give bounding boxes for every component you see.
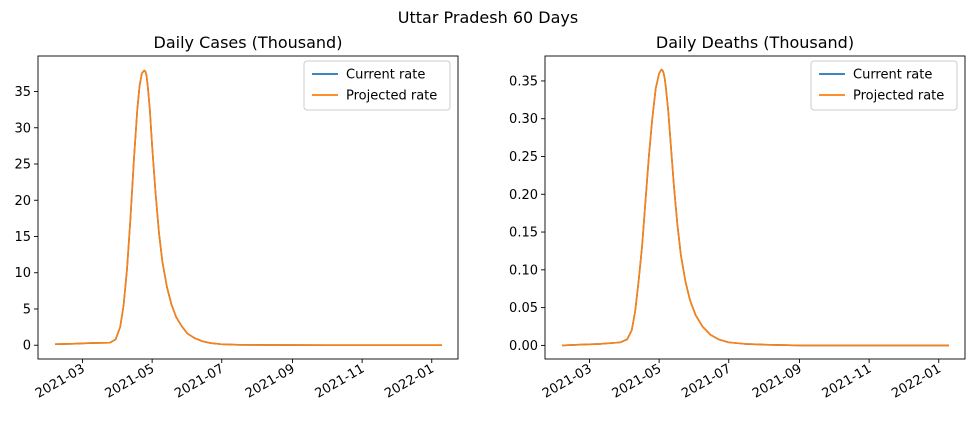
cases-x-tick-label: 2021-05 xyxy=(103,361,158,401)
deaths-x-tick-label: 2021-09 xyxy=(750,361,805,401)
cases-chart-panel: Daily Cases (Thousand) 0 5 10 15 20 25 30 35 2021… xyxy=(14,33,459,402)
cases-y-tick-label: 25 xyxy=(14,158,31,173)
deaths-y-tick-label: 0.30 xyxy=(509,112,538,127)
cases-x-tick-label: 2022-01 xyxy=(382,361,437,401)
deaths-legend-box xyxy=(810,60,958,111)
cases-x-tick-label: 2021-07 xyxy=(172,361,227,401)
cases-series-projected-rate-line xyxy=(55,69,443,347)
deaths-y-tick-label: 0.35 xyxy=(509,74,538,89)
cases-y-tick-label: 0 xyxy=(23,339,31,354)
cases-legend-box xyxy=(303,60,451,111)
cases-chart-title: Daily Cases (Thousand) xyxy=(154,33,343,52)
deaths-axes-frame xyxy=(544,55,966,360)
cases-y-tick-label: 15 xyxy=(14,230,31,245)
cases-legend-label: Current rate xyxy=(346,68,425,83)
deaths-series-current-rate-line xyxy=(562,68,950,347)
cases-y-tick-label: 30 xyxy=(14,121,31,136)
deaths-x-tick-label: 2022-01 xyxy=(889,361,944,401)
deaths-y-tick-label: 0.20 xyxy=(509,188,538,203)
deaths-y-tick-label: 0.00 xyxy=(509,339,538,354)
cases-axes-frame xyxy=(37,55,459,360)
deaths-x-tick-label: 2021-05 xyxy=(610,361,665,401)
cases-legend: Current rate Projected rate xyxy=(303,60,451,111)
cases-y-tick-label: 10 xyxy=(14,266,31,281)
deaths-y-tick-label: 0.15 xyxy=(509,226,538,241)
cases-y-tick-label: 5 xyxy=(23,302,31,317)
cases-legend-label: Projected rate xyxy=(346,89,437,104)
cases-y-tick-label: 20 xyxy=(14,194,31,209)
deaths-x-tick-label: 2021-03 xyxy=(540,361,595,401)
deaths-chart-title: Daily Deaths (Thousand) xyxy=(656,33,854,52)
deaths-chart-panel: Daily Deaths (Thousand) 0.00 0.05 0.10 0.15 0… xyxy=(509,33,966,402)
deaths-legend-label: Projected rate xyxy=(853,89,944,104)
deaths-legend: Current rate Projected rate xyxy=(810,60,958,111)
cases-x-tick-label: 2021-09 xyxy=(243,361,298,401)
cases-x-tick-label: 2021-11 xyxy=(313,361,368,401)
cases-series-current-rate-line xyxy=(55,69,443,347)
deaths-x-tick-label: 2021-07 xyxy=(679,361,734,401)
deaths-x-tick-label: 2021-11 xyxy=(820,361,875,401)
cases-y-tick-label: 35 xyxy=(14,85,31,100)
deaths-legend-label: Current rate xyxy=(853,68,932,83)
deaths-y-tick-label: 0.10 xyxy=(509,263,538,278)
deaths-y-tick-label: 0.05 xyxy=(509,301,538,316)
deaths-series-projected-rate-line xyxy=(562,68,950,347)
cases-x-tick-label: 2021-03 xyxy=(33,361,88,401)
deaths-y-tick-label: 0.25 xyxy=(509,150,538,165)
figure-suptitle: Uttar Pradesh 60 Days xyxy=(398,8,578,27)
